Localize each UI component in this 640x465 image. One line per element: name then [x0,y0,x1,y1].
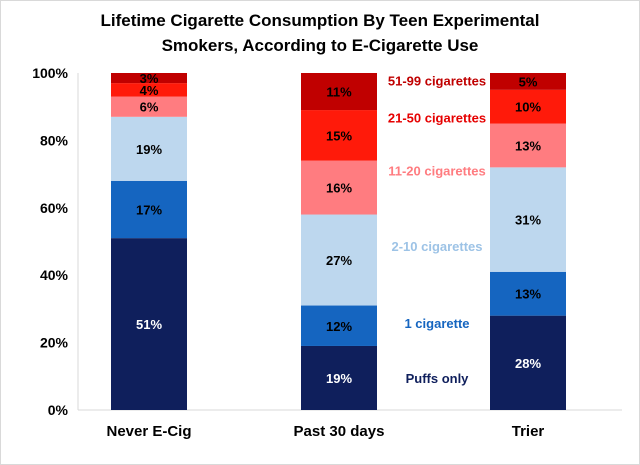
data-label: 19% [326,371,352,386]
bar-segment [490,271,566,316]
y-tick-label: 80% [40,132,69,148]
bar-segment [490,73,566,90]
bar-segment [301,73,377,111]
x-tick-label: Trier [512,423,545,440]
chart-title-line-2: Smokers, According to E-Cigarette Use [161,36,479,55]
data-label: 5% [519,74,538,89]
bar-segment [111,96,187,117]
legend-label: Puffs only [406,371,470,386]
data-label: 28% [515,356,541,371]
legend-label: 21-50 cigarettes [388,110,486,125]
data-label: 3% [140,71,159,86]
y-tick-label: 100% [32,65,68,81]
data-label: 51% [136,317,162,332]
data-label: 13% [515,138,541,153]
bar-segment [111,180,187,239]
data-label: 27% [326,253,352,268]
y-tick-label: 60% [40,200,69,216]
bar-segment [111,83,187,97]
legend-label: 51-99 cigarettes [388,74,486,89]
y-tick-label: 0% [48,402,69,418]
y-tick-label: 40% [40,267,69,283]
data-label: 16% [326,181,352,196]
data-label: 10% [515,100,541,115]
x-tick-label: Never E-Cig [106,423,191,440]
legend-label: 2-10 cigarettes [391,239,482,254]
bar-segment [301,305,377,346]
bar-segment [111,238,187,410]
legend-label: 1 cigarette [404,316,469,331]
data-label: 31% [515,213,541,228]
data-label: 13% [515,287,541,302]
bar-segment [111,73,187,84]
data-label: 6% [140,100,159,115]
y-tick-label: 20% [40,335,69,351]
chart-title: Lifetime Cigarette Consumption By Teen E… [0,8,640,58]
bar-segment [111,116,187,181]
bar-segment [301,160,377,215]
bar-segment [301,345,377,410]
legend-label: 11-20 cigarettes [388,164,486,179]
data-label: 4% [140,83,159,98]
x-tick-label: Past 30 days [294,423,385,440]
data-label: 15% [326,128,352,143]
bar-segment [301,110,377,161]
chart-title-line-1: Lifetime Cigarette Consumption By Teen E… [100,11,540,30]
bar-segment [490,315,566,410]
data-label: 19% [136,142,162,157]
bar-segment [490,167,566,272]
bar-segment [301,214,377,306]
bar-segment [490,89,566,124]
data-label: 12% [326,319,352,334]
data-label: 11% [326,85,352,100]
data-label: 17% [136,202,162,217]
bar-segment [490,123,566,168]
